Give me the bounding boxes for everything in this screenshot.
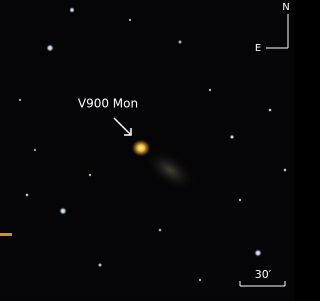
north-label: N (282, 2, 289, 13)
nebula (131, 139, 151, 157)
edge-mark (0, 233, 12, 236)
target-label: V900 Mon (78, 97, 138, 111)
sky-image: V900 Mon N E 30′ (0, 0, 294, 301)
page: V900 Mon N E 30′ (() => { const data = J… (0, 0, 320, 301)
scale-label: 30′ (255, 268, 272, 281)
east-label: E (255, 43, 261, 54)
